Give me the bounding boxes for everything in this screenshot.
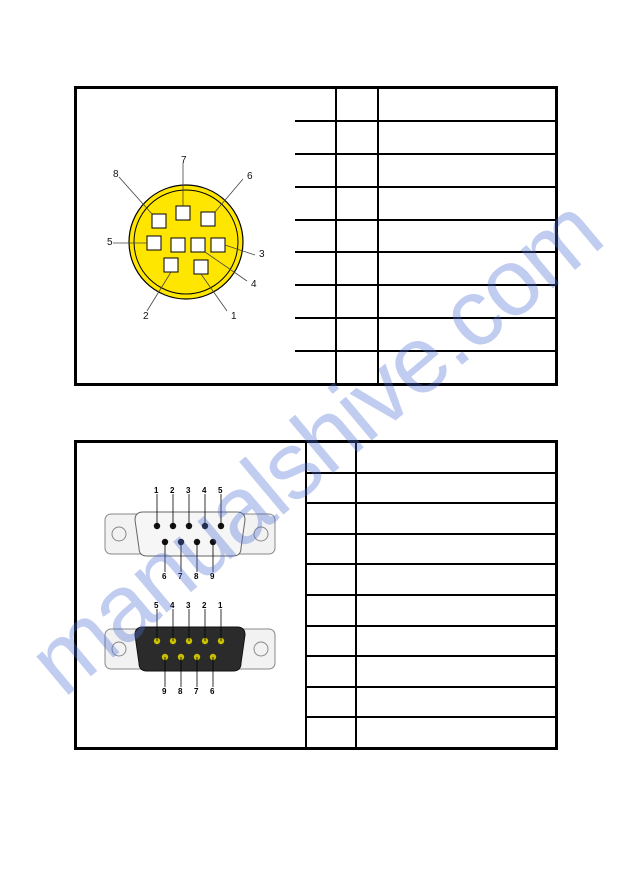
table-row (295, 286, 555, 319)
table-row (307, 718, 555, 747)
table-row (295, 122, 555, 155)
dsub-f-pin-7: 7 (178, 572, 182, 581)
pin-label-3: 3 (259, 249, 265, 260)
pin-label-5: 5 (107, 237, 113, 248)
table-row (295, 188, 555, 221)
dsub-panel: 1 2 3 4 5 6 7 8 9 (74, 440, 558, 750)
connector8-panel: 1 2 3 4 5 6 7 8 (74, 86, 558, 386)
dsub-m-pin-9: 9 (162, 687, 166, 696)
connector8-circle (127, 183, 245, 301)
table-row (307, 657, 555, 688)
dsub-table (305, 443, 555, 747)
dsub-m-pin-1: 1 (218, 601, 222, 610)
table-row (307, 627, 555, 658)
dsub-f-pin-8: 8 (194, 572, 198, 581)
dsub-f-pin-4: 4 (202, 486, 206, 495)
dsub-m-pin-4: 4 (170, 601, 174, 610)
dsub-m-pin-3: 3 (186, 601, 190, 610)
dsub-f-pin-5: 5 (218, 486, 222, 495)
table-row (307, 474, 555, 505)
dsub-m-pin-5: 5 (154, 601, 158, 610)
table-row (307, 596, 555, 627)
dsub-female: 1 2 3 4 5 6 7 8 9 (105, 498, 275, 570)
pin-label-8: 8 (113, 169, 119, 180)
table-row (307, 443, 555, 474)
table-row (295, 89, 555, 122)
dsub-m-pin-8: 8 (178, 687, 182, 696)
connector8-table (295, 89, 555, 383)
dsub-m-pin-6: 6 (210, 687, 214, 696)
pin-label-6: 6 (247, 171, 253, 182)
dsub-f-pin-3: 3 (186, 486, 190, 495)
dsub-f-pin-2: 2 (170, 486, 174, 495)
table-row (307, 535, 555, 566)
table-row (307, 565, 555, 596)
dsub-m-pin-2: 2 (202, 601, 206, 610)
dsub-male: 5 4 3 2 1 9 8 7 6 (105, 613, 275, 685)
connector8-diagram: 1 2 3 4 5 6 7 8 (77, 89, 295, 383)
dsub-diagram: 1 2 3 4 5 6 7 8 9 (77, 443, 305, 747)
table-row (295, 352, 555, 383)
table-row (307, 504, 555, 535)
pin-label-1: 1 (231, 311, 237, 322)
table-row (295, 319, 555, 352)
table-row (307, 688, 555, 719)
table-row (295, 253, 555, 286)
dsub-f-pin-1: 1 (154, 486, 158, 495)
dsub-f-pin-9: 9 (210, 572, 214, 581)
dsub-m-pin-7: 7 (194, 687, 198, 696)
dsub-f-pin-6: 6 (162, 572, 166, 581)
table-row (295, 221, 555, 254)
pin-label-7: 7 (181, 155, 187, 166)
pin-label-2: 2 (143, 311, 149, 322)
pin-label-4: 4 (251, 279, 257, 290)
table-row (295, 155, 555, 188)
